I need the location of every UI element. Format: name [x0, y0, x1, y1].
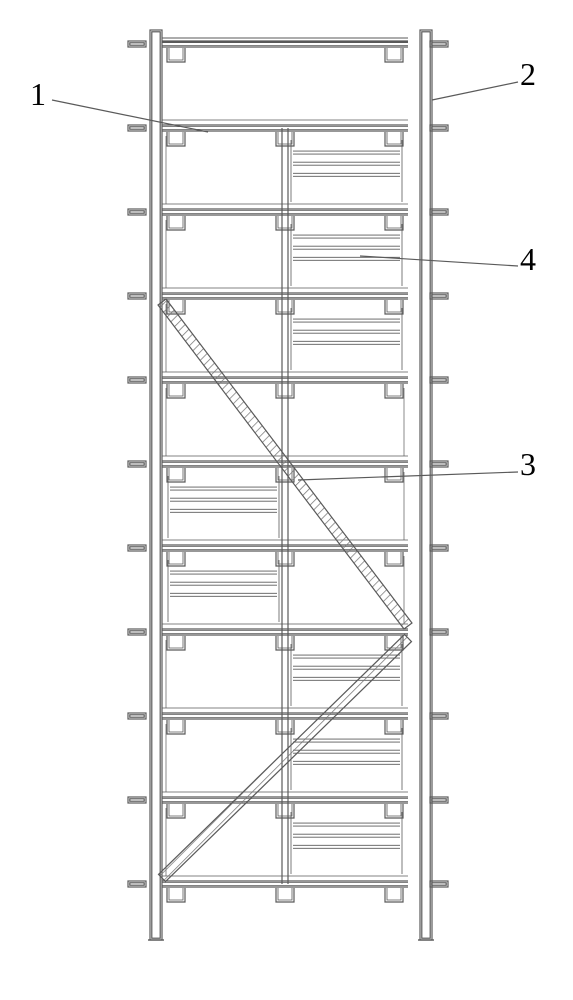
- scaffold-tower-diagram: 1 2 3 4: [0, 0, 573, 1000]
- label-4: 4: [520, 241, 536, 277]
- tower-structure: [128, 30, 448, 940]
- leader-line-4: [360, 256, 518, 266]
- diagonal-brace: [158, 299, 412, 629]
- diagonal-brace: [159, 634, 412, 881]
- label-1: 1: [30, 76, 46, 112]
- label-2: 2: [520, 56, 536, 92]
- leader-line-3: [298, 472, 518, 480]
- leader-line-2: [432, 82, 518, 100]
- label-3: 3: [520, 446, 536, 482]
